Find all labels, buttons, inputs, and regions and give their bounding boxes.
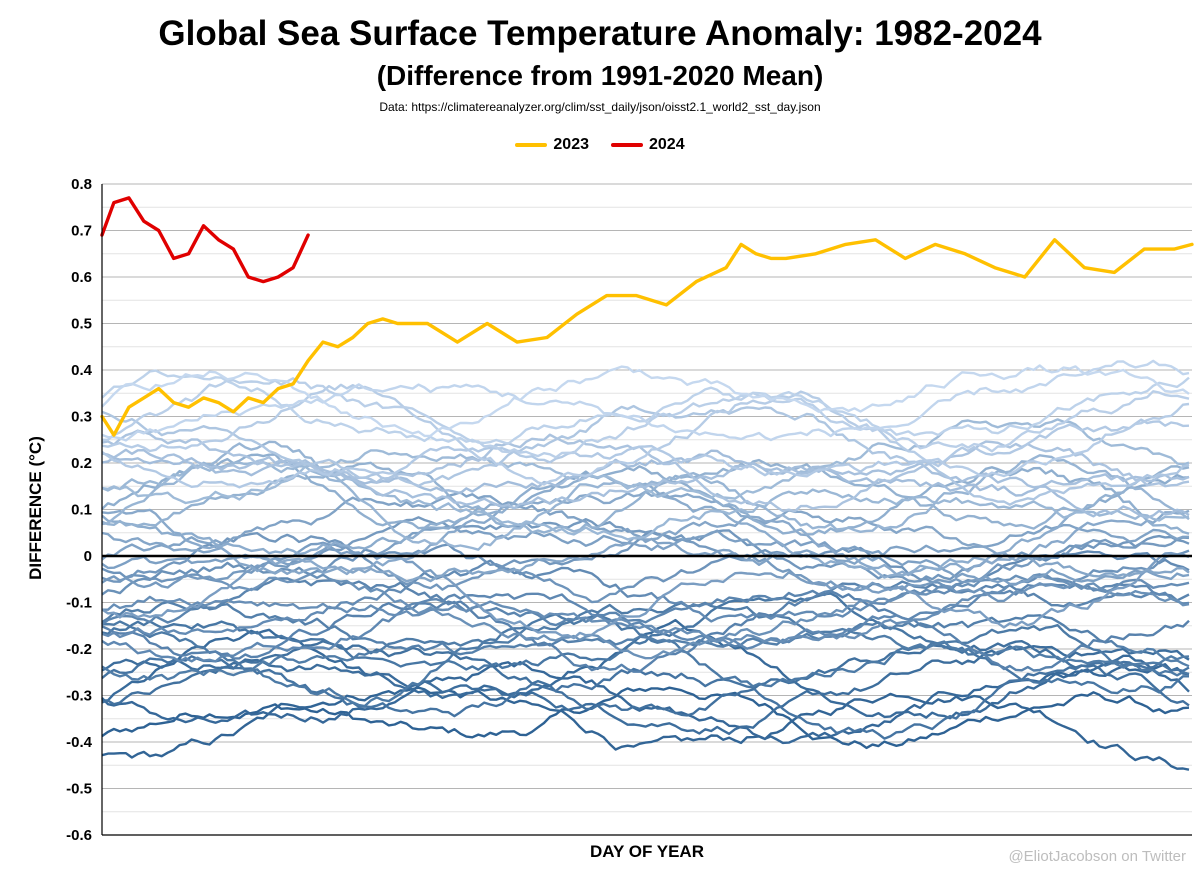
y-axis-label: DIFFERENCE (°C) [26,436,45,580]
historical-year-line [101,461,1190,541]
historical-year-line [101,655,1190,740]
x-axis-label: DAY OF YEAR [589,842,704,861]
chart-subtitle: (Difference from 1991-2020 Mean) [376,60,824,91]
historical-lines [101,359,1190,771]
y-tick-label: -0.2 [66,641,92,658]
y-tick-label: 0.2 [71,455,92,472]
legend-swatch-2023 [515,143,548,147]
axes: 0.8 0.7 0.6 0.5 0.4 0.3 0.2 0.1 0 -0.1 -0.2 -0.3 -0.… [66,176,1192,844]
y-tick-label: 0.6 [71,269,92,286]
highlighted-series [100,196,1194,437]
historical-year-line [101,640,1190,717]
legend-label-2024: 2024 [649,136,685,153]
y-tick-label: -0.1 [66,595,92,612]
historical-year-line [101,364,1190,438]
y-tick-label: -0.3 [66,688,92,705]
historical-year-line [101,359,1190,442]
historical-year-line [101,613,1190,708]
legend-entry-2023: 2023 [515,136,589,154]
historical-year-line [101,645,1190,735]
legend-entry-2024: 2024 [611,136,685,154]
chart-source: Data: https://climatereanalyzer.org/clim… [379,100,821,114]
historical-year-line [101,418,1190,505]
series-line-2023 [100,238,1194,437]
historical-year-line [101,686,1190,750]
legend-label-2023: 2023 [553,136,589,153]
historical-year-line [101,440,1190,551]
y-tick-label: 0.7 [71,223,92,240]
credit-text: @EliotJacobson on Twitter [1008,848,1186,865]
historical-year-line [101,377,1190,459]
historical-year-line [102,573,1190,645]
grid-lines [102,183,1192,836]
historical-year-line [101,429,1190,513]
historical-year-line [101,686,1190,771]
historical-year-line [101,404,1190,506]
historical-year-line [101,543,1190,604]
y-tick-label: -0.6 [66,827,92,844]
chart-title: Global Sea Surface Temperature Anomaly: … [158,14,1042,53]
historical-year-line [101,453,1190,536]
historical-year-line [101,470,1190,579]
y-tick-label: 0 [84,548,92,565]
historical-year-line [101,590,1190,673]
historical-year-line [101,418,1190,489]
historical-year-line [101,491,1189,566]
y-tick-label: -0.4 [66,734,93,751]
historical-year-line [101,541,1190,640]
historical-year-line [101,448,1190,510]
historical-year-line [101,561,1190,660]
historical-year-line [101,550,1190,639]
y-tick-label: 0.4 [71,362,93,379]
historical-year-line [101,592,1189,695]
historical-year-line [101,525,1190,586]
chart-legend: 2023 2024 [0,136,1200,154]
historical-year-line [101,383,1190,486]
y-tick-label: -0.5 [66,781,92,798]
y-tick-label: 0.3 [71,409,92,426]
legend-swatch-2024 [611,143,643,147]
y-tick-label: 0.1 [71,502,92,519]
historical-year-line [101,516,1190,592]
y-tick-label: 0.8 [71,176,92,193]
historical-year-line [101,601,1190,681]
series-line-2024 [100,196,310,284]
y-tick-label: 0.5 [71,316,92,333]
